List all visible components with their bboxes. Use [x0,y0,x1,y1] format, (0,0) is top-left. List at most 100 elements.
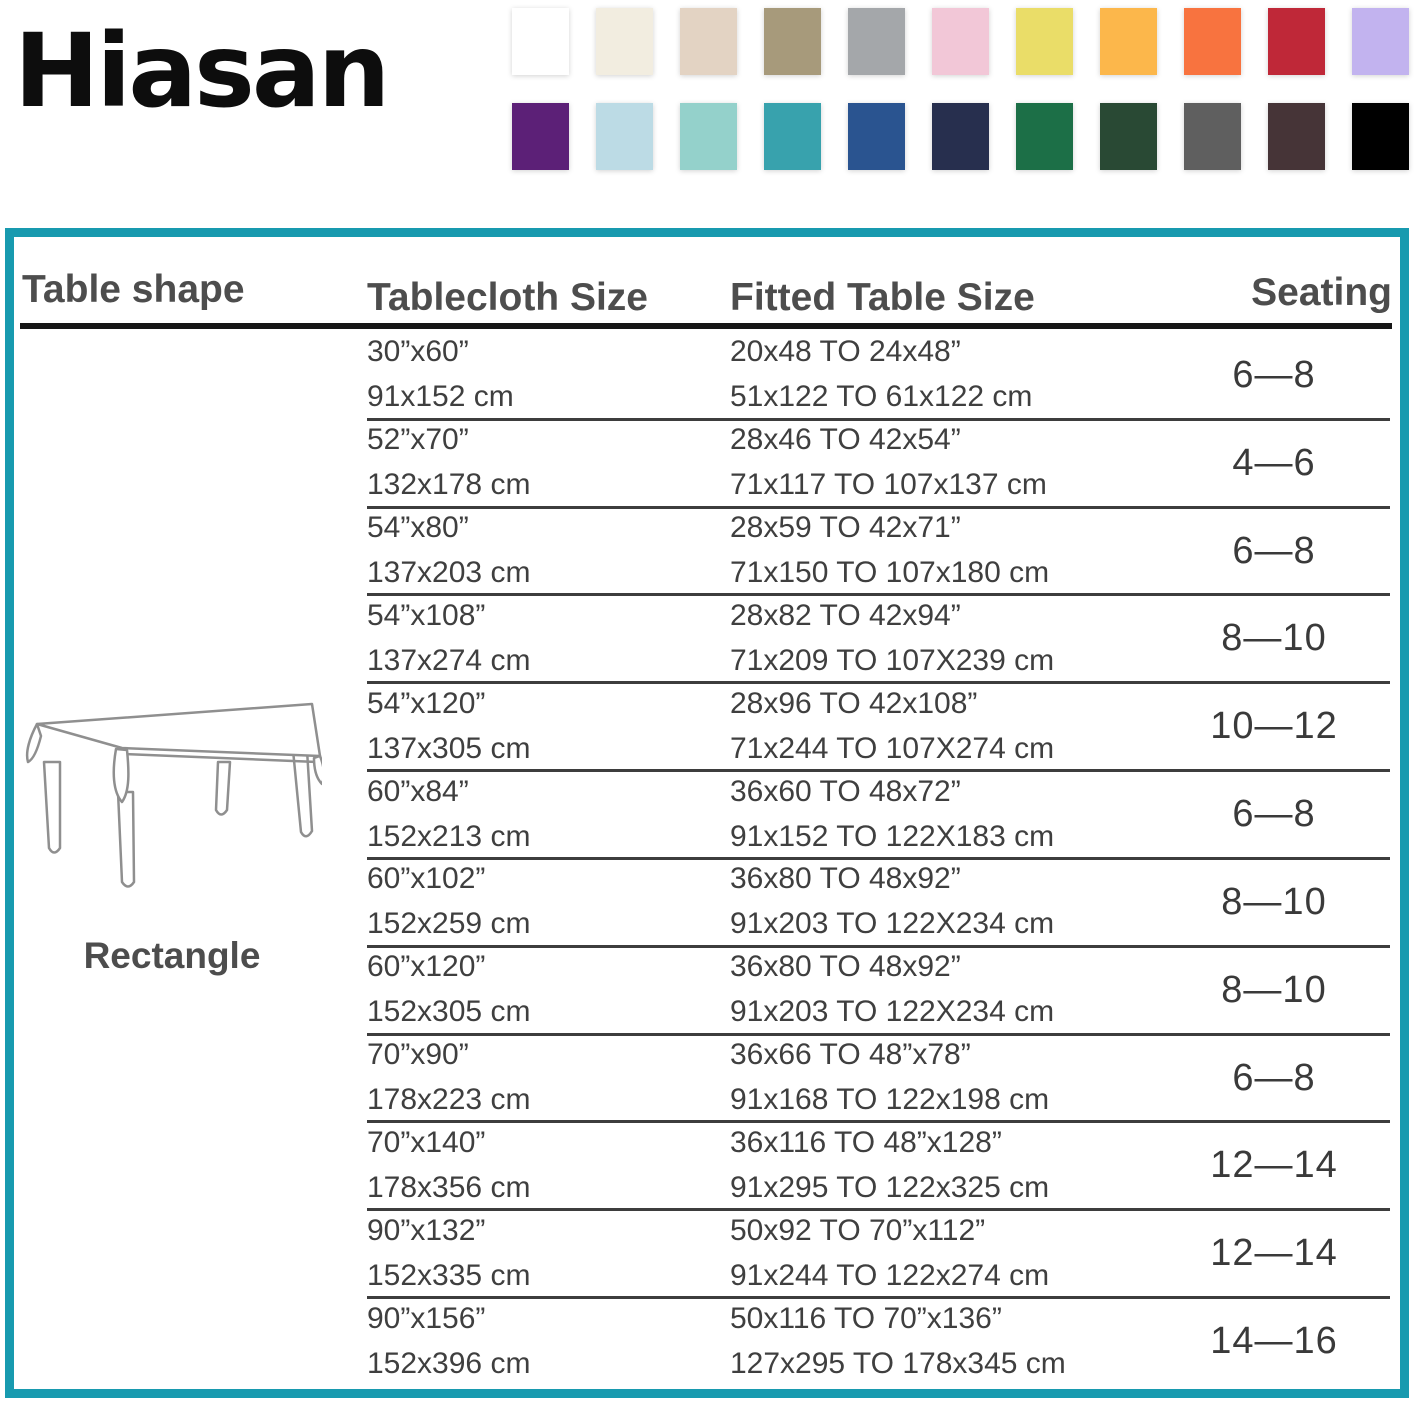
fitted-size-inches: 28x82 TO 42x94” [730,598,961,632]
tablecloth-size-inches: 54”x108” [367,598,486,632]
seating-cell: 14—16 [1210,1320,1338,1363]
tablecloth-size-cell: 60”x102” 152x259 cm [367,858,530,946]
color-swatch-2-10 [1268,103,1325,170]
color-swatch-1-2 [596,8,653,75]
tablecloth-size-inches: 52”x70” [367,423,469,457]
seating-cell: 6—8 [1232,1056,1316,1099]
tablecloth-size-cm: 137x305 cm [367,731,531,765]
color-swatch-1-9 [1184,8,1241,75]
table-row: 52”x70” 132x178 cm 28x46 TO 42x54” 71x117 T… [14,419,1400,509]
tablecloth-size-cm: 132x178 cm [367,468,531,502]
row-divider [367,769,1390,773]
fitted-table-size-cell: 36x66 TO 48”x78” 91x168 TO 122x198 cm [730,1034,1049,1122]
fitted-table-size-cell: 36x116 TO 48”x128” 91x295 TO 122x325 cm [730,1121,1049,1209]
seating-cell: 8—10 [1221,880,1327,923]
color-swatch-1-1 [512,8,569,75]
size-chart-table: Table shape Tablecloth Size Fitted Table… [5,228,1409,1398]
fitted-table-size-cell: 28x46 TO 42x54” 71x117 TO 107x137 cm [730,419,1047,507]
fitted-table-size-cell: 36x80 TO 48x92” 91x203 TO 122X234 cm [730,858,1054,946]
color-swatch-1-8 [1100,8,1157,75]
fitted-size-cm: 71x244 TO 107X274 cm [730,731,1055,765]
row-divider [367,417,1390,421]
seating-cell: 6—8 [1232,529,1316,572]
seating-cell: 8—10 [1221,968,1327,1011]
tablecloth-size-cm: 152x305 cm [367,995,531,1029]
fitted-table-size-cell: 50x92 TO 70”x112” 91x244 TO 122x274 cm [730,1209,1049,1297]
table-row: 90”x132” 152x335 cm 50x92 TO 70”x112” 91x24… [14,1209,1400,1300]
table-row: 70”x90” 178x223 cm 36x66 TO 48”x78” 91x168 … [14,1034,1400,1124]
color-swatch-2-3 [680,103,737,170]
row-divider [367,856,1390,860]
fitted-table-size-cell: 28x82 TO 42x94” 71x209 TO 107X239 cm [730,594,1054,682]
table-row: 54”x120” 137x305 cm 28x96 TO 42x108” 71x244… [14,682,1400,773]
tablecloth-size-inches: 60”x102” [367,862,486,896]
color-swatch-2-1 [512,103,569,170]
color-swatch-2-4 [764,103,821,170]
fitted-size-inches: 50x92 TO 70”x112” [730,1213,986,1247]
fitted-size-cm: 91x203 TO 122X234 cm [730,995,1055,1029]
fitted-size-cm: 71x209 TO 107X239 cm [730,643,1055,677]
row-divider [367,1296,1390,1300]
color-swatch-2-9 [1184,103,1241,170]
tablecloth-size-inches: 60”x120” [367,950,486,984]
color-swatch-2-5 [848,103,905,170]
column-header-table-shape: Table shape [22,268,245,311]
row-divider [367,505,1390,509]
tablecloth-size-cm: 91x152 cm [367,380,514,414]
color-swatch-1-3 [680,8,737,75]
tablecloth-size-inches: 60”x84” [367,774,469,808]
row-divider [367,1120,1390,1124]
color-swatch-1-6 [932,8,989,75]
row-divider [367,593,1390,597]
table-shape-label: Rectangle [83,935,261,976]
color-swatch-1-11 [1352,8,1409,75]
tablecloth-size-inches: 54”x120” [367,686,486,720]
fitted-table-size-cell: 36x60 TO 48x72” 91x152 TO 122X183 cm [730,770,1054,858]
tablecloth-size-inches: 70”x90” [367,1038,469,1072]
row-divider [367,1032,1390,1036]
tablecloth-size-cell: 90”x132” 152x335 cm [367,1209,530,1297]
table-row: 54”x108” 137x274 cm 28x82 TO 42x94” 71x209 … [14,594,1400,685]
color-swatch-2-6 [932,103,989,170]
table-row: 60”x120” 152x305 cm 36x80 TO 48x92” 91x203 … [14,946,1400,1036]
color-swatch-1-7 [1016,8,1073,75]
fitted-table-size-cell: 28x59 TO 42x71” 71x150 TO 107x180 cm [730,507,1049,595]
column-header-fitted-table-size: Fitted Table Size [730,276,1035,319]
color-swatch-1-4 [764,8,821,75]
seating-cell: 10—12 [1210,705,1338,748]
tablecloth-size-cm: 178x223 cm [367,1083,531,1117]
tablecloth-size-cell: 52”x70” 132x178 cm [367,419,530,507]
seating-cell: 8—10 [1221,617,1327,660]
column-header-tablecloth-size: Tablecloth Size [367,276,648,319]
fitted-size-inches: 36x80 TO 48x92” [730,950,961,984]
seating-cell: 4—6 [1232,441,1316,484]
table-row: 90”x156” 152x396 cm 50x116 TO 70”x136” 127x… [14,1297,1400,1385]
fitted-table-size-cell: 50x116 TO 70”x136” 127x295 TO 178x345 cm [730,1297,1066,1385]
table-row: 60”x84” 152x213 cm 36x60 TO 48x72” 91x152 T… [14,770,1400,860]
tablecloth-size-cell: 70”x90” 178x223 cm [367,1034,530,1122]
fitted-table-size-cell: 20x48 TO 24x48” 51x122 TO 61x122 cm [730,331,1032,419]
fitted-size-cm: 71x117 TO 107x137 cm [730,468,1047,502]
seating-cell: 12—14 [1210,1144,1338,1187]
tablecloth-size-cm: 178x356 cm [367,1170,531,1204]
color-swatch-1-5 [848,8,905,75]
tablecloth-size-cm: 152x213 cm [367,819,531,853]
tablecloth-size-cell: 70”x140” 178x356 cm [367,1121,530,1209]
tablecloth-size-cm: 152x259 cm [367,907,531,941]
fitted-size-cm: 71x150 TO 107x180 cm [730,556,1050,590]
tablecloth-size-inches: 30”x60” [367,335,469,369]
color-swatch-1-10 [1268,8,1325,75]
fitted-size-inches: 36x80 TO 48x92” [730,862,961,896]
row-divider [367,1208,1390,1212]
fitted-size-cm: 91x168 TO 122x198 cm [730,1083,1050,1117]
fitted-size-cm: 127x295 TO 178x345 cm [730,1346,1066,1380]
brand-logo: Hiasan [14,12,390,131]
fitted-table-size-cell: 36x80 TO 48x92” 91x203 TO 122X234 cm [730,946,1054,1034]
header-divider [20,323,1392,329]
size-table-rows: 30”x60” 91x152 cm 20x48 TO 24x48” 51x122 TO… [14,331,1400,1385]
fitted-size-inches: 28x96 TO 42x108” [730,686,978,720]
color-swatch-2-2 [596,103,653,170]
tablecloth-size-cell: 30”x60” 91x152 cm [367,331,514,419]
fitted-size-cm: 91x244 TO 122x274 cm [730,1258,1050,1292]
